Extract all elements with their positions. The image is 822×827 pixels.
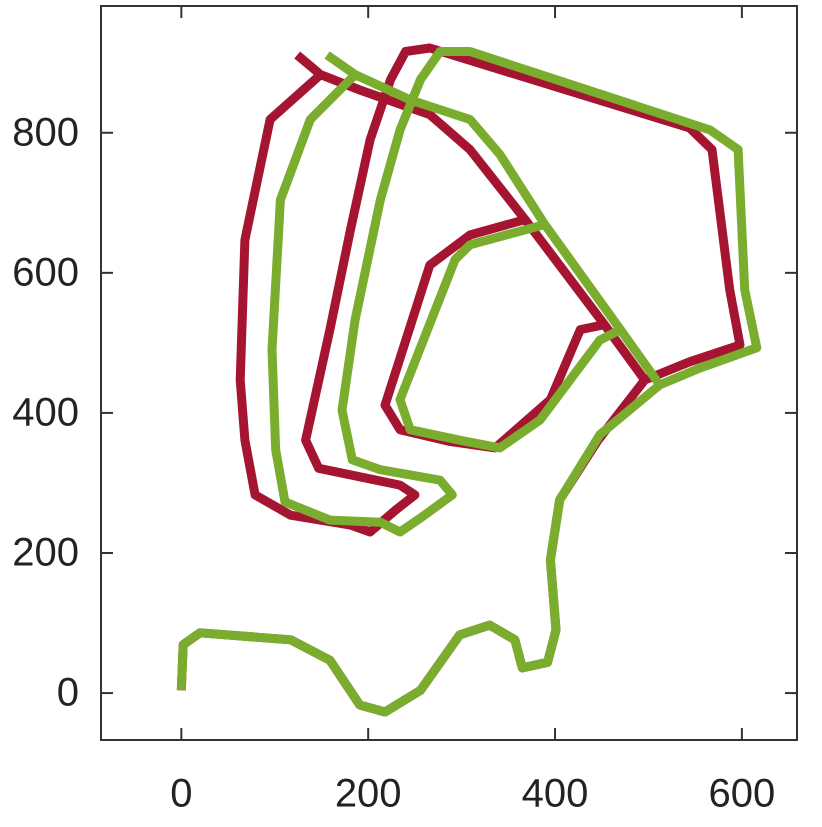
x-tick-label: 600 [709, 772, 776, 816]
x-tick-label: 200 [335, 772, 402, 816]
y-tick-label: 200 [12, 531, 79, 575]
x-tick-label: 0 [170, 772, 192, 816]
y-tick-label: 400 [12, 390, 79, 434]
x-tick-label: 400 [522, 772, 589, 816]
y-tick-label: 0 [57, 671, 79, 715]
plot-frame [100, 5, 798, 741]
trajectory-line [176, 47, 762, 717]
y-tick-label: 800 [12, 110, 79, 154]
y-tick-label: 600 [12, 250, 79, 294]
